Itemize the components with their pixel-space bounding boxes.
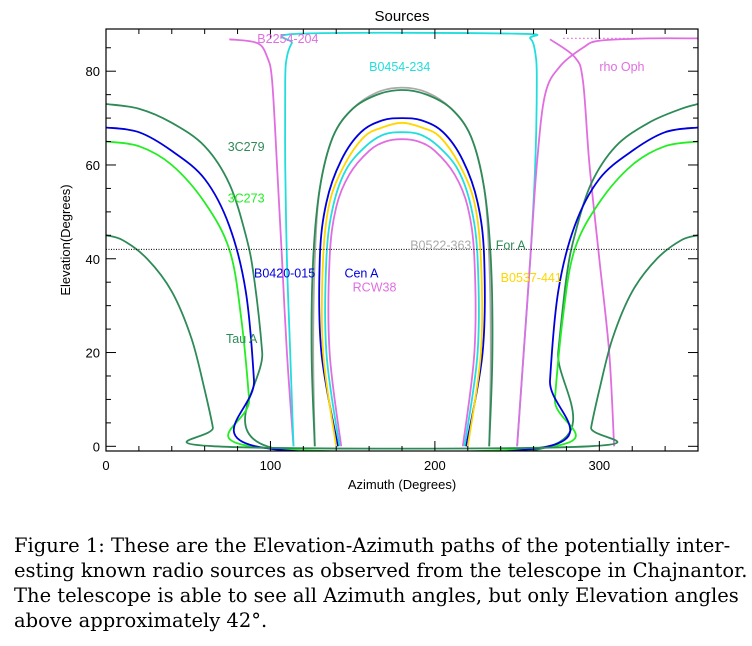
series-line-11 <box>327 138 477 447</box>
figure-caption: Figure 1: These are the Elevation-Azimut… <box>14 533 748 633</box>
series-line-8 <box>310 89 494 447</box>
series-label-10: B0537-441 <box>501 271 562 285</box>
series-line-12 <box>324 131 480 447</box>
y-axis-label: Elevation(Degrees) <box>58 184 73 295</box>
series-label-3: 3C279 <box>228 140 265 154</box>
y-tick-label: 0 <box>93 439 100 454</box>
y-tick-label: 60 <box>86 158 100 173</box>
x-tick-label: 200 <box>424 458 446 473</box>
series-line-7 <box>312 86 492 447</box>
y-tick-label: 40 <box>86 252 100 267</box>
series-line-2 <box>516 37 698 447</box>
series-line-6 <box>106 234 698 450</box>
axes: 0 100 200 300 0 20 40 60 80 Sources Azimuth (Degre… <box>58 8 699 492</box>
series-line-3 <box>106 103 698 451</box>
series-label-9: Cen A <box>344 267 379 281</box>
caption-line: esting known radio sources as observed f… <box>14 559 748 582</box>
caption-line: Figure 1: These are the Elevation-Azimut… <box>14 534 731 557</box>
series-label-11: RCW38 <box>353 281 397 295</box>
series-label-6: Tau A <box>226 332 258 346</box>
y-tick-label: 20 <box>86 346 100 361</box>
x-tick-label: 100 <box>260 458 282 473</box>
series-label-0: B2254-204 <box>257 32 318 46</box>
x-tick-label: 0 <box>102 458 109 473</box>
series-curves <box>106 31 698 451</box>
series-label-7: B0522-363 <box>410 238 471 252</box>
series-line-5 <box>106 126 698 451</box>
series-label-8: For A <box>496 238 527 252</box>
series-label-2: rho Oph <box>599 60 644 74</box>
caption-line: above approximately 42°. <box>14 609 268 632</box>
plot-frame <box>105 28 699 452</box>
x-axis-label: Azimuth (Degrees) <box>348 477 456 492</box>
y-tick-label: 80 <box>86 64 100 79</box>
series-label-4: 3C273 <box>228 191 265 205</box>
series-line-9 <box>318 117 486 447</box>
chart-title: Sources <box>374 8 429 25</box>
elevation-azimuth-chart: 0 100 200 300 0 20 40 60 80 Sources Azimuth (Degre… <box>58 8 699 492</box>
series-labels: B2254-204 B0454-234 rho Oph 3C279 3C273 B0420… <box>226 32 645 346</box>
series-label-5: B0420-015 <box>254 267 315 281</box>
series-line-4 <box>106 140 698 451</box>
x-tick-label: 300 <box>588 458 610 473</box>
series-line-0-right <box>549 38 615 447</box>
series-label-1: B0454-234 <box>369 60 430 74</box>
series-group <box>106 31 698 451</box>
series-line-10 <box>320 121 484 447</box>
caption-line: The telescope is able to see all Azimuth… <box>14 584 739 607</box>
series-line-0 <box>229 38 295 447</box>
